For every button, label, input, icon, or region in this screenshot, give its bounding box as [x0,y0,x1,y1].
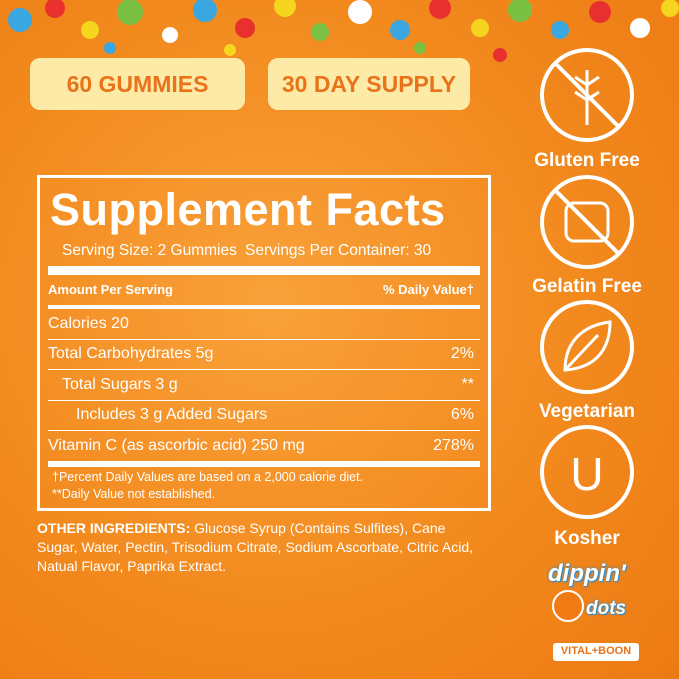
brand-tag: VITAL+BOON [560,645,632,657]
facts-title: Supplement Facts [50,184,446,235]
facts-row: Total Sugars 3 g ** [48,370,480,401]
nutrient: Calories 20 [48,315,129,332]
kosher-u: U [570,448,603,500]
servings-per-container: Servings Per Container: 30 [245,242,432,259]
daily-value: 2% [450,345,474,363]
claim: Gelatin Free [532,276,642,297]
tag-box [553,643,639,661]
rule [48,305,480,309]
daily-value: ** [461,375,474,393]
claim: Kosher [554,528,620,549]
daily-value: 278% [433,436,474,454]
ingredients-label: OTHER INGREDIENTS: [37,520,191,536]
nutrient: Total Carbohydrates 5g [48,345,214,363]
claim: Gluten Free [534,150,640,171]
facts-row: Includes 3 g Added Sugars 6% [48,400,480,432]
other-ingredients: OTHER INGREDIENTS: Glucose Syrup (Contai… [37,519,477,576]
amount-header: Amount Per Serving [48,282,173,297]
daily-value: 6% [450,406,474,424]
logo-ball [552,590,584,622]
rule [48,266,480,275]
dv-header: % Daily Value† [382,282,474,297]
facts-row: Calories 20 [48,309,480,340]
confetti [8,0,679,62]
nutrient: Vitamin C (as ascorbic acid) 250 mg [48,436,305,454]
ingredients-text: Glucose Syrup (Contains Sulfites), Cane … [37,520,473,574]
rule [48,461,480,467]
facts-row: Vitamin C (as ascorbic acid) 250 mg 278% [48,431,480,461]
badge: 30 DAY SUPPLY [268,58,470,110]
badge: 60 GUMMIES [30,58,245,110]
facts-header: Amount Per Serving % Daily Value† [48,275,480,306]
serving-size: Serving Size: 2 Gummies [62,242,237,259]
nutrient: Total Sugars 3 g [62,375,178,393]
claim-icons [540,48,634,519]
brand-bottom: dots [586,598,627,619]
supplement-facts: Supplement Facts Serving Size: 2 Gummies… [37,175,491,511]
footnote: **Daily Value not established. [52,487,216,501]
brand-top: dippin' [548,560,626,587]
claim: Vegetarian [538,401,636,422]
facts-row: Total Carbohydrates 5g 2% [48,339,480,371]
nutrient: Includes 3 g Added Sugars [76,406,268,424]
footnote: †Percent Daily Values are based on a 2,0… [52,470,364,484]
